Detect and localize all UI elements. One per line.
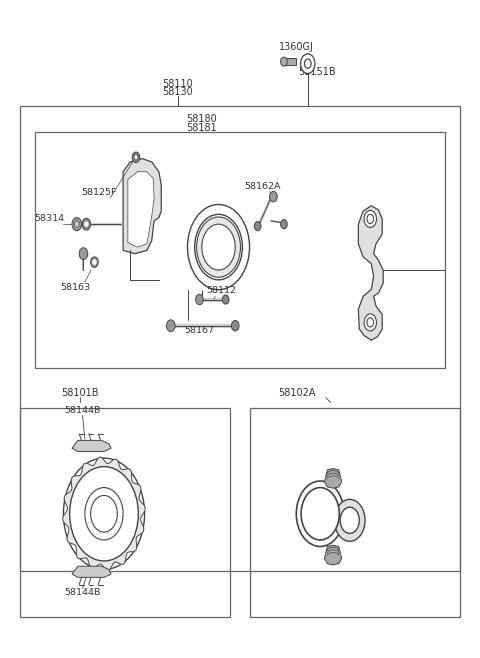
Text: 58151B: 58151B: [299, 67, 336, 77]
Text: 58112: 58112: [206, 286, 236, 295]
Circle shape: [84, 222, 88, 227]
Circle shape: [364, 211, 376, 228]
Circle shape: [335, 499, 365, 542]
Circle shape: [79, 248, 88, 259]
Text: 58144B: 58144B: [64, 588, 101, 597]
Circle shape: [74, 221, 79, 228]
Circle shape: [296, 481, 344, 547]
Circle shape: [340, 507, 360, 534]
Polygon shape: [359, 206, 383, 340]
Text: 58130: 58130: [163, 88, 193, 97]
Text: 58167: 58167: [184, 326, 215, 335]
Polygon shape: [284, 59, 296, 65]
Circle shape: [63, 458, 144, 569]
Circle shape: [281, 57, 287, 66]
Circle shape: [364, 314, 376, 331]
Circle shape: [281, 220, 287, 229]
Circle shape: [132, 152, 140, 163]
Circle shape: [167, 320, 175, 332]
Polygon shape: [63, 457, 145, 570]
Polygon shape: [324, 545, 342, 565]
Polygon shape: [123, 159, 161, 253]
Text: 58102A: 58102A: [278, 388, 316, 398]
Text: 58101B: 58101B: [61, 388, 99, 398]
Polygon shape: [128, 172, 154, 247]
Circle shape: [91, 257, 98, 267]
Text: 1360GJ: 1360GJ: [279, 42, 314, 52]
Circle shape: [72, 218, 82, 231]
Circle shape: [70, 467, 138, 561]
Text: 58144B: 58144B: [64, 407, 101, 415]
Polygon shape: [72, 440, 111, 451]
Circle shape: [195, 215, 242, 280]
Text: 58181: 58181: [186, 123, 217, 133]
Circle shape: [82, 218, 91, 230]
Text: 58163: 58163: [60, 283, 90, 292]
Circle shape: [301, 488, 339, 540]
Polygon shape: [324, 468, 342, 488]
Circle shape: [231, 320, 239, 331]
Circle shape: [197, 217, 240, 277]
Text: 58314: 58314: [34, 215, 64, 224]
Circle shape: [300, 54, 315, 74]
Circle shape: [304, 59, 311, 68]
Circle shape: [93, 259, 96, 265]
Circle shape: [85, 488, 123, 540]
Circle shape: [91, 495, 117, 532]
Text: 58110: 58110: [163, 79, 193, 89]
Circle shape: [202, 224, 235, 270]
Text: 58125F: 58125F: [82, 188, 117, 197]
Circle shape: [222, 295, 229, 304]
Circle shape: [134, 155, 138, 160]
Text: 58162A: 58162A: [245, 182, 281, 191]
Circle shape: [196, 294, 203, 305]
Circle shape: [270, 191, 277, 202]
Circle shape: [367, 318, 373, 327]
Text: 58180: 58180: [186, 114, 217, 124]
Circle shape: [254, 222, 261, 231]
Circle shape: [188, 205, 250, 290]
Polygon shape: [72, 566, 111, 577]
Circle shape: [367, 215, 373, 224]
